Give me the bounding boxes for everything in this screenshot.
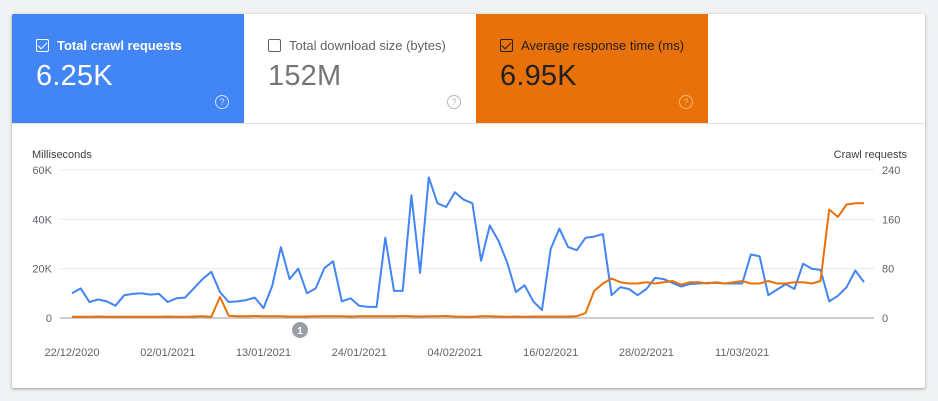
crawl-stats-card: Total crawl requests 6.25K ? Total downl… (12, 14, 925, 388)
metric-header: Total download size (bytes) (268, 36, 476, 54)
x-tick-label: 28/02/2021 (619, 347, 674, 359)
metric-average-response-time[interactable]: Average response time (ms) 6.95K ? (476, 14, 708, 123)
y-right-tick-label: 160 (882, 214, 900, 226)
crawl-stats-chart: Milliseconds Crawl requests 0 20K 40K 60K 0… (32, 149, 908, 359)
annotation-marker[interactable]: 1 (292, 322, 308, 338)
metric-value: 152M (268, 60, 342, 92)
series-lines (71, 176, 865, 318)
metric-tabs: Total crawl requests 6.25K ? Total downl… (12, 14, 925, 124)
y-right-tick-label: 80 (882, 264, 894, 276)
metric-label: Average response time (ms) (521, 37, 685, 53)
x-tick-label: 11/03/2021 (715, 347, 769, 359)
y-right-tick-label: 240 (882, 165, 900, 177)
grid-lines (60, 169, 874, 319)
y-left-tick-label: 20K (32, 264, 52, 276)
y-right-ticks: 0 80 160 240 (882, 165, 900, 325)
metric-label: Total download size (bytes) (289, 37, 446, 53)
y-left-axis-label: Milliseconds (32, 149, 92, 161)
y-left-tick-label: 60K (32, 165, 52, 177)
checkbox-checked-icon[interactable] (500, 38, 513, 52)
y-left-ticks: 0 20K 40K 60K (32, 165, 52, 325)
series-line-response-time[interactable] (72, 202, 864, 318)
annotation-label: 1 (297, 326, 303, 337)
annotation-circle[interactable] (292, 322, 308, 338)
x-tick-label: 22/12/2020 (44, 347, 99, 359)
y-right-axis-label: Crawl requests (834, 149, 908, 161)
x-tick-label: 16/02/2021 (523, 347, 578, 359)
metric-value: 6.95K (500, 60, 577, 92)
y-left-tick-label: 0 (46, 313, 52, 325)
x-tick-label: 02/01/2021 (140, 347, 195, 359)
help-icon[interactable]: ? (215, 95, 229, 109)
checkbox-checked-icon[interactable] (36, 38, 49, 52)
metric-total-download-size[interactable]: Total download size (bytes) 152M ? (244, 14, 476, 123)
y-left-tick-label: 40K (32, 214, 52, 226)
checkbox-unchecked-icon[interactable] (268, 38, 281, 52)
metric-value: 6.25K (36, 60, 113, 92)
x-tick-label: 04/02/2021 (427, 347, 482, 359)
help-icon[interactable]: ? (679, 95, 693, 109)
x-tick-label: 13/01/2021 (236, 347, 291, 359)
x-tick-label: 24/01/2021 (332, 347, 387, 359)
y-right-tick-label: 0 (882, 313, 888, 325)
help-icon[interactable]: ? (447, 95, 461, 109)
series-line-crawl-requests[interactable] (71, 176, 865, 311)
x-ticks: 22/12/2020 02/01/2021 13/01/2021 24/01/2021… (44, 347, 769, 359)
metric-header: Total crawl requests (36, 36, 244, 54)
metric-header: Average response time (ms) (500, 36, 708, 54)
metric-total-crawl-requests[interactable]: Total crawl requests 6.25K ? (12, 14, 244, 123)
metric-label: Total crawl requests (57, 37, 182, 53)
